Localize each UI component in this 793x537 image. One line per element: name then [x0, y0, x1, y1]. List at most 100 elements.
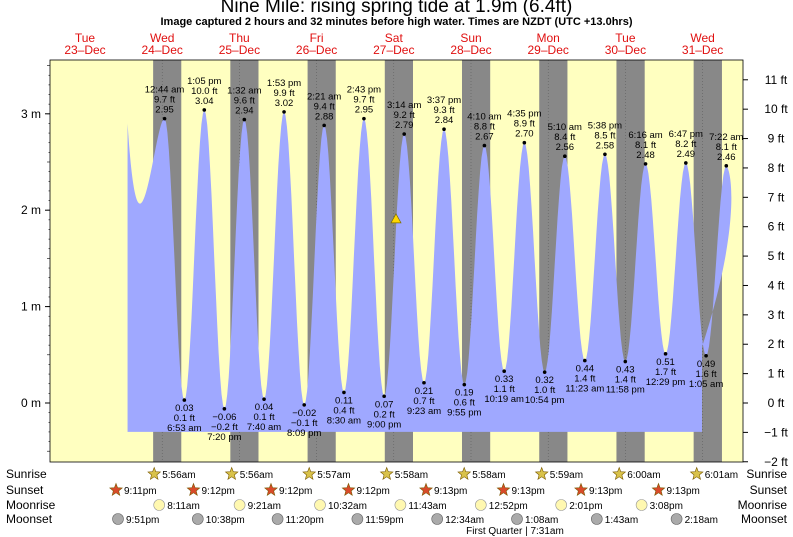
- right-tick-label: 6 ft: [768, 220, 785, 234]
- day-name: Wed: [690, 31, 714, 45]
- day-date: 27–Dec: [373, 43, 414, 57]
- tide-feet: 1.4 ft: [574, 374, 595, 385]
- tide-curve: [127, 109, 732, 432]
- moonrise-icon: [153, 499, 165, 511]
- tide-time: 6:47 pm: [669, 129, 703, 140]
- tide-point: [262, 397, 266, 401]
- right-tick-label: −1 ft: [764, 425, 788, 439]
- tide-metres: 0.11: [335, 395, 353, 406]
- tide-feet: 1.7 ft: [655, 367, 676, 378]
- sunset-icon: [496, 482, 511, 496]
- tide-time: 1:05 am: [689, 379, 723, 390]
- tide-time: 6:53 am: [167, 423, 201, 434]
- sunrise-time: 5:58am: [472, 470, 505, 481]
- day-date: 30–Dec: [605, 43, 646, 57]
- moonrise-row-label-right: Moonrise: [738, 498, 788, 512]
- sunrise-icon: [689, 466, 704, 480]
- sunset-time: 9:12pm: [202, 486, 235, 497]
- tide-metres: 2.67: [475, 132, 494, 143]
- left-tick-label: 1 m: [21, 300, 41, 314]
- tide-metres: 0.21: [415, 386, 434, 397]
- tide-feet: 8.1 ft: [716, 142, 737, 153]
- high-tide-label: 5:10 am8.4 ft2.56: [548, 122, 582, 153]
- day-date: 29–Dec: [528, 43, 569, 57]
- low-tide-label: 0.491.6 ft1:05 am: [689, 359, 723, 390]
- day-name: Tue: [615, 31, 636, 45]
- sunset-icon: [264, 482, 278, 496]
- tide-feet: 1.4 ft: [615, 375, 636, 386]
- tide-point: [563, 154, 567, 159]
- tide-feet: 0.2 ft: [374, 409, 395, 420]
- tide-metres: 2.84: [435, 115, 454, 126]
- tide-point: [623, 359, 628, 364]
- tide-time: 4:35 pm: [507, 109, 541, 120]
- right-tick-label: 7 ft: [768, 190, 785, 204]
- right-tick-label: −2 ft: [764, 455, 788, 469]
- tide-time: 7:20 pm: [207, 432, 241, 443]
- day-name: Tue: [75, 31, 96, 45]
- tide-feet: 1.0 ft: [534, 385, 555, 396]
- tide-metres: 2.49: [677, 149, 696, 160]
- sunset-time: 9:11pm: [124, 486, 157, 497]
- tide-feet: 9.3 ft: [433, 105, 454, 116]
- tide-feet: 10.0 ft: [191, 86, 218, 97]
- tide-metres: 2.46: [717, 152, 736, 163]
- low-tide-label: 0.210.7 ft9:23 am: [407, 386, 441, 417]
- tide-feet: 9.7 ft: [353, 95, 374, 106]
- tide-time: 2:21 am: [307, 91, 341, 102]
- sunset-time: 9:13pm: [667, 486, 700, 497]
- moonset-icon: [271, 513, 284, 525]
- tide-point: [322, 123, 326, 128]
- day-name: Wed: [150, 31, 174, 45]
- tide-feet: 0.1 ft: [174, 413, 195, 424]
- high-tide-label: 6:47 pm8.2 ft2.49: [669, 129, 703, 160]
- moonrise-icon: [394, 499, 407, 511]
- tide-point: [162, 116, 167, 121]
- moonrise-icon: [555, 499, 568, 511]
- tide-time: 5:10 am: [548, 122, 582, 133]
- tide-time: 2:43 pm: [347, 85, 381, 96]
- plot-frame: [49, 59, 744, 463]
- moonrise-icon: [474, 499, 487, 511]
- tide-feet: 8.9 ft: [514, 119, 535, 130]
- day-date: 31–Dec: [682, 43, 723, 57]
- tide-metres: 3.04: [195, 96, 214, 107]
- tide-point: [684, 161, 688, 165]
- sunrise-icon: [534, 466, 549, 480]
- tide-point: [542, 370, 547, 374]
- axes: 0 m 1 m 2 m 3 m −2 ft −1 ft 0 ft 1 ft 2 ft 3 ft 4 …: [21, 59, 789, 469]
- tide-point: [242, 117, 247, 122]
- day-date: 26–Dec: [296, 43, 337, 57]
- tide-metres: −0.06: [212, 412, 236, 423]
- high-tide-label: 4:10 am8.8 ft2.67: [467, 112, 501, 143]
- tide-time: 11:23 am: [565, 384, 604, 395]
- sunrise-icon: [457, 466, 472, 480]
- moonset-icon: [670, 513, 683, 525]
- moonset-time: 11:20pm: [286, 515, 324, 526]
- right-tick-label: 0 ft: [768, 396, 785, 410]
- tide-point: [724, 164, 729, 168]
- day-date: 23–Dec: [64, 43, 105, 57]
- tide-metres: 0.07: [375, 399, 394, 410]
- tide-metres: 0.44: [576, 364, 595, 375]
- tide-point: [362, 116, 366, 121]
- high-tide-label: 5:38 pm8.5 ft2.58: [588, 120, 622, 151]
- tide-point: [442, 127, 446, 132]
- moonrise-time: 3:08pm: [650, 501, 683, 512]
- sunrise-icon: [224, 466, 239, 480]
- chart-title: Nine Mile: rising spring tide at 1.9m (6…: [220, 0, 573, 17]
- sunrise-time: 5:58am: [395, 470, 428, 481]
- moonset-time: 9:51pm: [126, 515, 159, 526]
- moonrise-time: 9:21am: [248, 501, 281, 512]
- tide-feet: 1.6 ft: [696, 369, 717, 380]
- tide-feet: −0.1 ft: [291, 418, 318, 429]
- sunset-row-label-right: Sunset: [750, 483, 788, 497]
- tide-metres: 2.48: [636, 150, 655, 161]
- tide-feet: 1.1 ft: [494, 384, 515, 395]
- tide-time: 11:58 pm: [606, 385, 645, 396]
- high-tide-label: 1:53 pm9.9 ft3.02: [267, 78, 301, 109]
